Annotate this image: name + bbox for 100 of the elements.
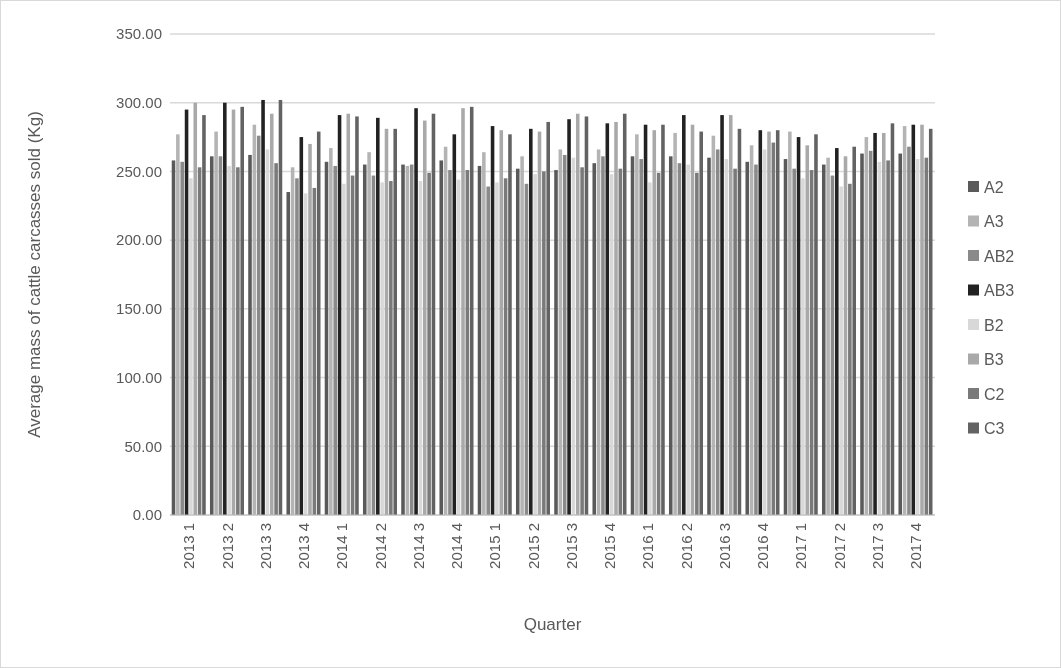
bar [286,192,291,515]
bar [898,153,903,515]
bar [439,160,444,515]
bar [920,124,924,515]
y-axis-title: Average mass of cattle carcasses sold (Kg) [25,111,44,438]
y-tick-label: 300.00 [116,93,162,111]
bar [546,121,550,515]
bar [223,102,227,515]
x-tick-label: 2014 3 [409,523,427,569]
bar [333,165,337,515]
legend-label: C3 [984,420,1005,438]
bar [661,124,665,515]
bar [707,157,711,515]
x-tick-label: 2013 3 [256,523,274,569]
bar [240,106,244,515]
y-tick-label: 100.00 [116,368,162,386]
bar [202,115,206,515]
bar [362,164,367,515]
bar [733,168,737,515]
legend-label: B2 [984,316,1004,334]
bar [269,113,274,515]
bar [414,108,418,515]
y-tick-label: 200.00 [116,231,162,249]
x-tick-label: 2016 3 [715,523,733,569]
bar [814,134,818,515]
bar [652,130,657,515]
bar [852,146,856,515]
bar [515,168,520,515]
bar [308,143,312,515]
bar [461,108,465,515]
legend-label: A2 [984,178,1004,196]
bar [427,172,431,515]
bar [907,146,911,515]
bar [754,164,758,515]
x-tick-label: 2016 1 [639,523,657,569]
x-axis-title: Quarter [523,615,582,634]
bar [295,178,299,515]
bar [508,134,512,515]
bar [554,170,558,515]
bar [873,132,877,515]
bar [821,164,826,515]
bar [745,161,750,515]
y-tick-label: 250.00 [116,162,162,180]
bar [848,183,852,515]
bar [376,117,380,515]
bar [393,128,397,515]
bar [601,156,605,515]
bar [193,102,198,515]
bar [614,121,618,515]
legend-label: A3 [984,213,1004,231]
x-tick-label: 2015 3 [562,523,580,569]
bar [499,130,504,515]
bar [529,128,533,515]
y-tick-label: 350.00 [116,25,162,43]
bar [682,115,686,515]
x-tick-label: 2016 2 [677,523,695,569]
x-tick-label: 2014 2 [371,523,389,569]
x-tick-label: 2013 4 [295,523,313,569]
bar [542,171,546,515]
bar [401,164,405,515]
bar [668,156,673,515]
bar [422,120,427,515]
legend-label: AB3 [984,282,1015,300]
y-tick-label: 150.00 [116,300,162,318]
bar [580,167,584,515]
bar [767,131,771,515]
bar [860,153,864,515]
x-tick-label: 2017 1 [792,523,810,569]
legend-label: B3 [984,351,1004,369]
x-tick-label: 2017 3 [868,523,886,569]
legend-label: AB2 [984,247,1015,265]
bar [720,115,724,515]
x-tick-label: 2017 2 [830,523,848,569]
bar [639,159,643,515]
x-tick-label: 2013 2 [218,523,236,569]
y-tick-label: 0.00 [132,506,162,524]
bar [209,156,214,515]
bar [180,161,184,515]
x-tick-label: 2014 1 [333,523,351,569]
x-tick-label: 2015 4 [601,523,619,569]
bar [699,131,703,515]
bar [236,167,240,515]
x-tick-label: 2016 4 [754,523,772,569]
bar [592,163,597,515]
bar [575,113,580,515]
bar [274,163,278,515]
bar [355,116,359,515]
bar [486,186,490,515]
bar [567,119,571,515]
bar [805,145,810,515]
bar [881,132,886,515]
x-tick-label: 2014 4 [448,523,466,569]
bar [886,160,890,515]
bar [728,115,733,515]
bar [346,113,351,515]
x-tick-label: 2015 1 [486,523,504,569]
bar [792,168,796,515]
bar [835,148,839,515]
bar [448,170,452,515]
bar [695,172,699,515]
